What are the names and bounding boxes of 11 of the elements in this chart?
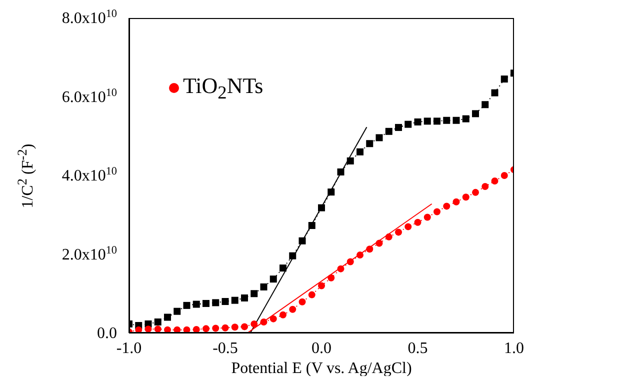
y-tick-label: 4.0x10$^{10}$ [62, 166, 118, 184]
y-tick-label: 0.0 [97, 325, 117, 342]
x-tick-label: -1.0 [116, 340, 142, 357]
legend-label: TiO$_{2}$NTs [183, 73, 264, 102]
x-tick-label: -0.5 [212, 340, 238, 357]
x-tick-label: 0.5 [408, 340, 428, 357]
x-tick-label: 1.0 [504, 340, 524, 357]
y-tick-label: 6.0x10$^{10}$ [62, 86, 118, 106]
y-tick-label: 2.0x10$^{10}$ [62, 244, 118, 264]
y-tick-label: 8.0x10$^{10}$ [62, 8, 118, 27]
x-tick-label: 0.0 [312, 340, 332, 357]
